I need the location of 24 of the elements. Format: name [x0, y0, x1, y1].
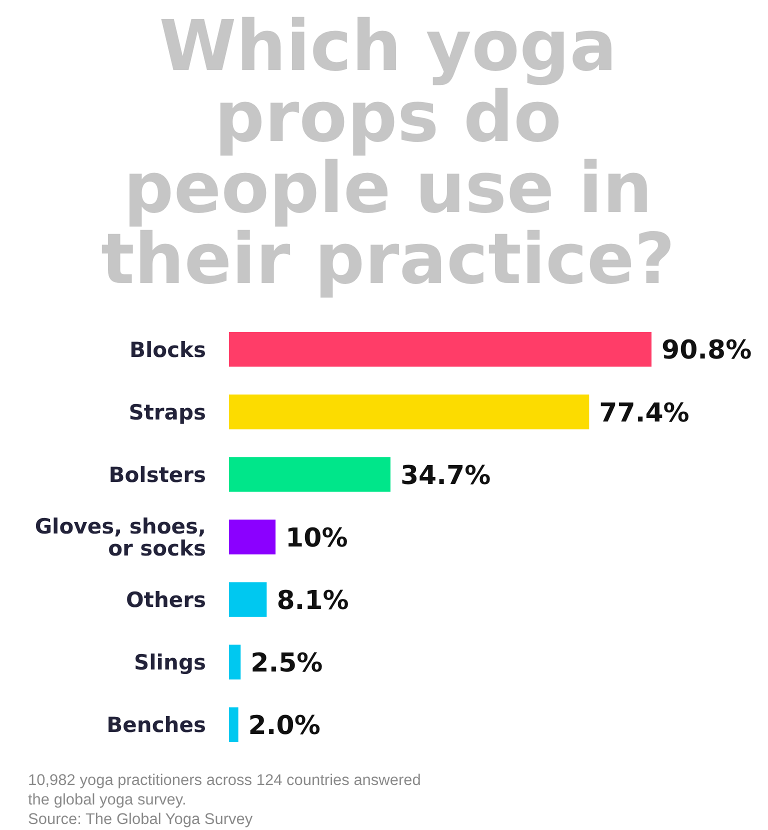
bar — [229, 394, 590, 430]
bar — [229, 707, 238, 742]
y-tick-label: Slings — [134, 650, 206, 675]
text: 10,982 yoga practitioners across 124 countries answered the global yoga survey. — [28, 772, 421, 808]
data-label: 34.7% — [400, 460, 491, 491]
data-label: 10% — [286, 523, 348, 554]
bar — [229, 582, 267, 617]
chart-title: Which yoga props do people use in their practice? — [100, 5, 676, 300]
data-label: 77.4% — [599, 398, 690, 428]
y-tick-label: Straps — [128, 400, 206, 424]
data-label: 90.8% — [662, 336, 752, 366]
y-tick-label: Bolsters — [108, 463, 206, 488]
y-tick-label: Benches — [106, 713, 206, 738]
source-note: Source: The Global Yoga Survey — [28, 811, 253, 828]
y-tick-label: Others — [126, 588, 206, 612]
data-label: 2.0% — [248, 711, 320, 742]
data-label: 8.1% — [276, 586, 349, 616]
y-tick-label: Blocks — [129, 338, 206, 362]
bar — [229, 644, 241, 680]
y-tick-label: Gloves, shoes, or socks — [34, 514, 206, 561]
data-label: 2.5% — [250, 648, 323, 678]
bar — [229, 332, 652, 367]
bar — [229, 457, 390, 492]
bar — [229, 520, 276, 554]
